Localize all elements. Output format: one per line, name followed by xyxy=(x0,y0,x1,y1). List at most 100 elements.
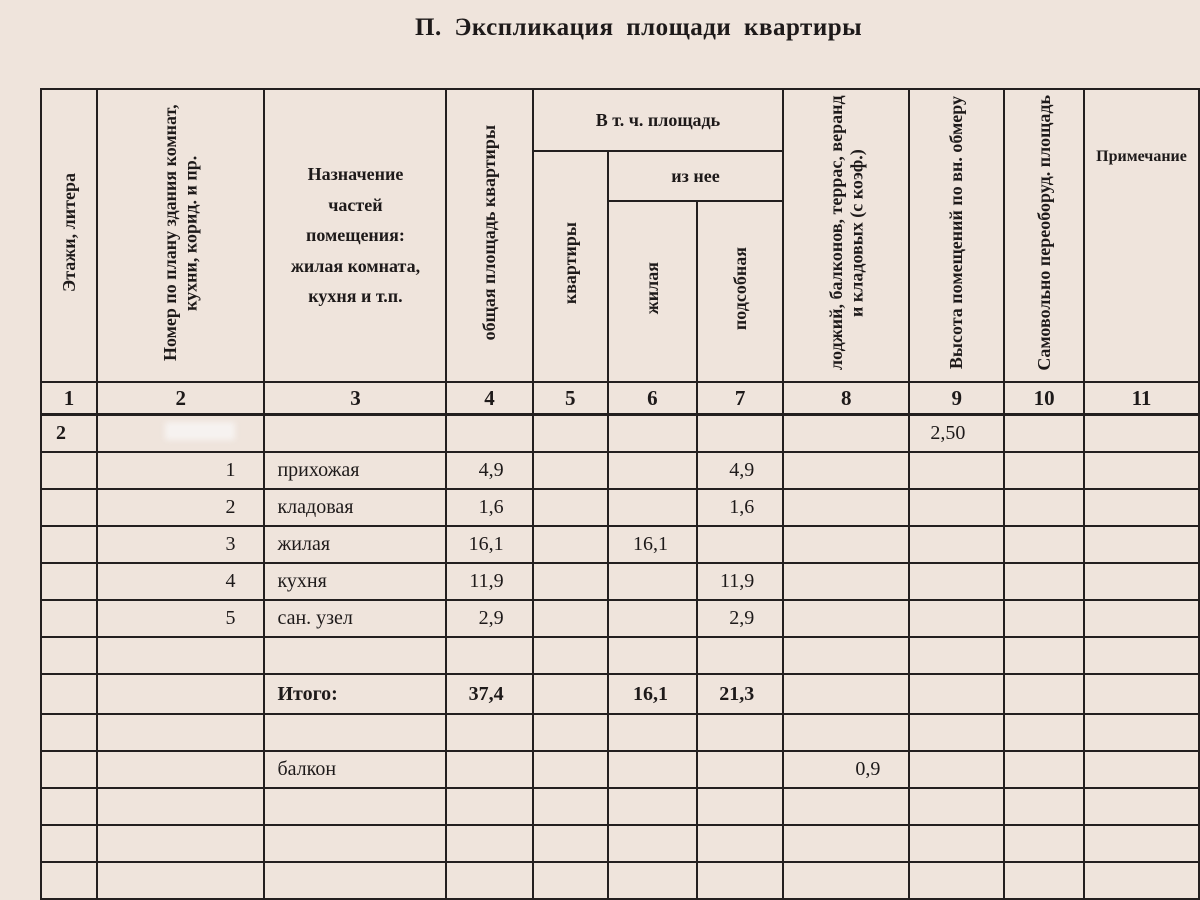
column-number: 5 xyxy=(531,381,609,416)
cell-total xyxy=(445,750,534,789)
cell-floor xyxy=(40,673,98,715)
cell-apt xyxy=(531,787,609,826)
cell-living: 16,1 xyxy=(606,673,699,715)
cell-height xyxy=(908,750,1006,789)
column-number: 10 xyxy=(1003,381,1086,416)
cell-floor xyxy=(40,599,98,638)
cell-balcony xyxy=(782,787,911,826)
cell-name xyxy=(263,824,448,863)
header-purpose: Назначение частей помещения: жилая комна… xyxy=(263,88,448,383)
page-title: П. Экспликация площади квартиры xyxy=(415,14,863,41)
cell-unauthorized xyxy=(1003,713,1086,752)
cell-note xyxy=(1083,562,1200,601)
redacted-number xyxy=(165,421,236,440)
cell-note xyxy=(1083,488,1200,527)
cell-total xyxy=(445,824,534,863)
cell-height xyxy=(908,673,1006,715)
cell-living xyxy=(606,599,699,638)
cell-floor xyxy=(40,750,98,789)
header-purpose-line: кухня и т.п. xyxy=(308,286,403,307)
table-row: 1 прихожая 4,9 4,9 xyxy=(40,451,1200,490)
cell-note xyxy=(1083,787,1200,826)
cell-height xyxy=(908,713,1006,752)
cell-unauthorized xyxy=(1003,488,1086,527)
cell-aux xyxy=(696,824,785,863)
cell-balcony xyxy=(782,562,911,601)
column-number: 4 xyxy=(445,381,534,416)
cell-note xyxy=(1083,750,1200,789)
cell-floor xyxy=(40,861,98,900)
cell-aux xyxy=(696,525,785,564)
cell-note xyxy=(1083,636,1200,675)
cell-apt xyxy=(531,599,609,638)
cell-num xyxy=(95,673,266,715)
column-number: 1 xyxy=(40,381,98,416)
cell-living xyxy=(606,824,699,863)
table-row: Итого: 37,4 16,1 21,3 xyxy=(40,673,1200,715)
cell-floor xyxy=(40,562,98,601)
cell-total: 11,9 xyxy=(445,562,534,601)
cell-total xyxy=(445,713,534,752)
cell-aux: 4,9 xyxy=(696,451,785,490)
cell-unauthorized xyxy=(1003,750,1086,789)
cell-living xyxy=(606,861,699,900)
cell-num: 5 xyxy=(95,599,266,638)
cell-name: балкон xyxy=(263,750,448,789)
cell-num: 2 xyxy=(95,488,266,527)
cell-num: 3 xyxy=(95,525,266,564)
column-number: 3 xyxy=(263,381,448,416)
cell-unauthorized xyxy=(1003,636,1086,675)
cell-floor xyxy=(40,824,98,863)
cell-balcony xyxy=(782,861,911,900)
cell-aux xyxy=(696,636,785,675)
cell-balcony xyxy=(782,488,911,527)
cell-num xyxy=(95,636,266,675)
cell-total: 1,6 xyxy=(445,488,534,527)
cell-unauthorized xyxy=(1003,562,1086,601)
cell-height xyxy=(908,562,1006,601)
cell-floor xyxy=(40,636,98,675)
cell-unauthorized xyxy=(1003,787,1086,826)
cell-balcony xyxy=(782,636,911,675)
cell-apt xyxy=(531,713,609,752)
cell-name xyxy=(263,636,448,675)
cell-balcony xyxy=(782,451,911,490)
column-number: 7 xyxy=(696,381,785,416)
cell-height xyxy=(908,525,1006,564)
cell-balcony xyxy=(782,673,911,715)
header-height: Высота помещений по вн. обмеру xyxy=(908,88,1006,383)
table-row xyxy=(40,787,1200,826)
cell-unauthorized xyxy=(1003,451,1086,490)
cell-height xyxy=(908,488,1006,527)
cell-living xyxy=(606,413,699,453)
cell-total: 2,9 xyxy=(445,599,534,638)
cell-unauthorized xyxy=(1003,673,1086,715)
table-row: 2 кладовая 1,6 1,6 xyxy=(40,488,1200,527)
cell-note xyxy=(1083,824,1200,863)
cell-living xyxy=(606,562,699,601)
cell-name xyxy=(263,787,448,826)
cell-name: сан. узел xyxy=(263,599,448,638)
header-plan-number: Номер по плану здания комнат, кухни, кор… xyxy=(95,88,266,383)
cell-apt xyxy=(531,451,609,490)
cell-aux xyxy=(696,713,785,752)
cell-height xyxy=(908,599,1006,638)
cell-apt xyxy=(531,525,609,564)
header-balcony: лоджий, балконов, террас, веранд и кладо… xyxy=(782,88,911,383)
cell-aux xyxy=(696,750,785,789)
cell-balcony xyxy=(782,525,911,564)
cell-balcony: 0,9 xyxy=(782,750,911,789)
cell-floor: 2 xyxy=(40,413,98,453)
cell-name: кладовая xyxy=(263,488,448,527)
cell-name xyxy=(263,413,448,453)
cell-total: 37,4 xyxy=(445,673,534,715)
column-numbers-row: 1 2 3 4 5 6 7 8 9 10 11 xyxy=(40,381,1200,416)
cell-height xyxy=(908,824,1006,863)
header-purpose-line: Назначение xyxy=(307,164,404,185)
cell-apt xyxy=(531,750,609,789)
cell-apt xyxy=(531,636,609,675)
column-number: 11 xyxy=(1083,381,1200,416)
cell-living xyxy=(606,750,699,789)
cell-total xyxy=(445,636,534,675)
column-number: 2 xyxy=(95,381,266,416)
